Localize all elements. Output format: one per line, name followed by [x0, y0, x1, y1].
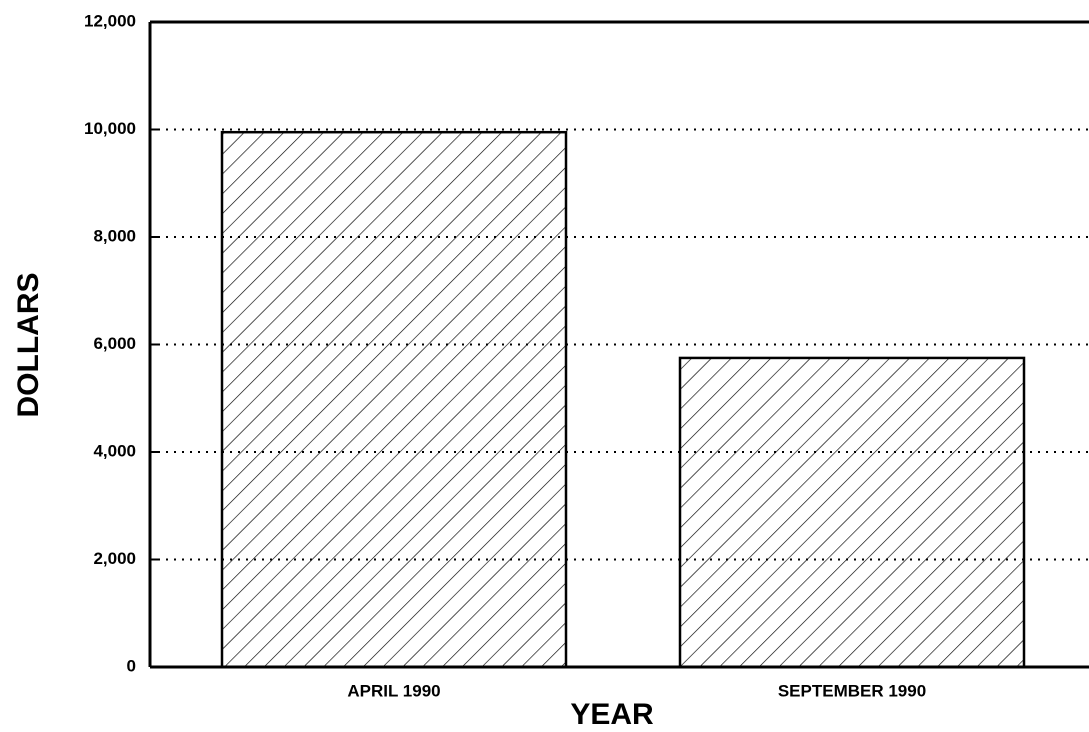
x-tick-label: APRIL 1990	[347, 681, 440, 700]
y-axis-label: DOLLARS	[12, 273, 45, 418]
x-axis-label: YEAR	[570, 698, 654, 731]
y-tick-label: 6,000	[93, 334, 136, 353]
y-tick-label: 10,000	[84, 119, 136, 138]
y-tick-label: 4,000	[93, 441, 136, 460]
x-tick-label: SEPTEMBER 1990	[778, 681, 926, 700]
bar	[678, 356, 1026, 669]
bar	[220, 130, 568, 669]
y-tick-label: 2,000	[93, 549, 136, 568]
y-tick-label: 8,000	[93, 226, 136, 245]
y-tick-label: 12,000	[84, 11, 136, 30]
y-tick-label: 0	[127, 656, 136, 675]
